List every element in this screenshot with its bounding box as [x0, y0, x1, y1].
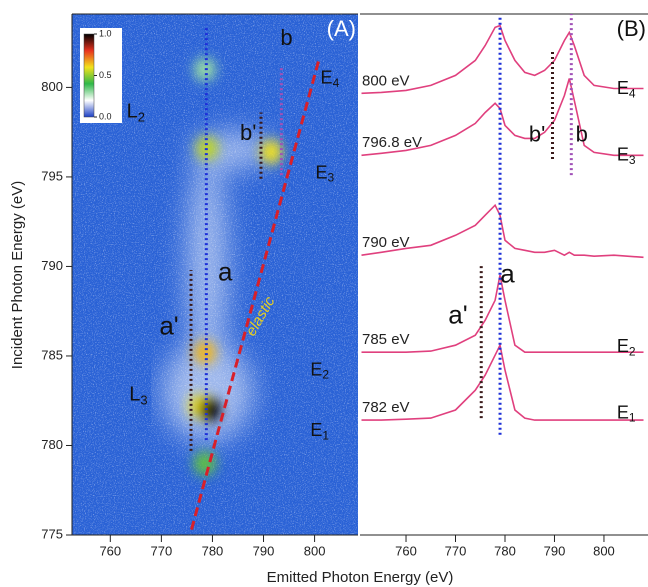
x-tick-label: 790 [253, 543, 275, 558]
annotation: b' [529, 122, 545, 147]
annotation: b [280, 25, 292, 50]
annotation: L2 [127, 101, 145, 125]
spectrum-line [361, 203, 644, 259]
annotation-subscript: 2 [138, 110, 145, 125]
annotation: b' [240, 120, 256, 145]
x-tick-label: 770 [445, 543, 467, 558]
colorbar [83, 33, 95, 118]
hotspot [198, 397, 221, 422]
annotation-text: a [500, 258, 515, 288]
colorbar-tick-label: 0.5 [99, 70, 112, 80]
y-tick-label: 775 [41, 526, 63, 541]
annotation-subscript: 3 [140, 393, 147, 408]
annotation-text: E [617, 78, 629, 98]
spectrum-line [361, 78, 644, 157]
annotation-text: b [280, 25, 292, 50]
annotation-subscript: 1 [629, 411, 636, 425]
annotation-subscript: 4 [333, 76, 340, 90]
annotation-text: E [310, 359, 322, 379]
annotation: E2 [617, 336, 636, 359]
annotation: a' [448, 299, 467, 329]
series-label: 790 eV [362, 234, 410, 251]
haze [187, 156, 228, 377]
x-tick-label: 760 [395, 543, 417, 558]
annotation: a' [159, 310, 178, 340]
annotation: E3 [617, 144, 636, 167]
hotspot [260, 139, 283, 164]
y-tick-label: 785 [41, 347, 63, 362]
annotation: E1 [617, 402, 636, 425]
annotation-text: a' [159, 310, 178, 340]
x-tick-label: 800 [593, 543, 615, 558]
annotation-text: E [310, 420, 322, 440]
series-label: 800 eV [362, 72, 410, 89]
annotation-text: b [576, 122, 588, 147]
spectrum-line [361, 24, 644, 95]
spectrum-line [361, 342, 644, 421]
y-tick-label: 780 [41, 437, 63, 452]
annotation: E1 [310, 420, 329, 443]
annotation: a [218, 256, 233, 286]
x-tick-label: 780 [494, 543, 516, 558]
annotation: L3 [129, 384, 147, 408]
annotation-text: b' [240, 120, 256, 145]
annotation: a [500, 258, 515, 288]
annotation: E3 [315, 162, 334, 185]
x-tick-label: 760 [99, 543, 121, 558]
hotspot [193, 340, 216, 365]
annotation: E4 [321, 67, 340, 90]
annotation-text: E [321, 67, 333, 87]
y-tick-label: 795 [41, 168, 63, 183]
colorbar-tick-label: 1.0 [99, 28, 112, 38]
annotation: E4 [617, 78, 636, 101]
annotation-subscript: 4 [629, 87, 636, 101]
annotation-text: E [617, 402, 629, 422]
annotation-subscript: 1 [322, 429, 329, 443]
haze [162, 341, 253, 442]
spectrum-line [361, 275, 644, 353]
hotspot [193, 57, 216, 82]
reference-line [190, 60, 321, 531]
annotation-text: E [617, 336, 629, 356]
annotation-subscript: 3 [327, 171, 334, 185]
series-label: 782 eV [362, 399, 410, 416]
x-tick-label: 800 [304, 543, 326, 558]
annotation: E2 [310, 359, 329, 382]
annotation-subscript: 2 [629, 345, 636, 359]
panel-label: (A) [327, 16, 356, 41]
annotation-text: E [617, 144, 629, 164]
annotation-subscript: 3 [629, 153, 636, 167]
series-label: 785 eV [362, 331, 410, 348]
x-tick-label: 780 [202, 543, 224, 558]
y-tick-label: 800 [41, 79, 63, 94]
colorbar-tick-label: 0.0 [99, 111, 112, 121]
annotation-text: E [315, 162, 327, 182]
annotation: b [576, 122, 588, 147]
y-tick-label: 790 [41, 258, 63, 273]
annotation-text: a' [448, 299, 467, 329]
heatmap-haze [162, 132, 273, 442]
x-axis-label: Emitted Photon Energy (eV) [267, 569, 454, 586]
series-label: 796.8 eV [362, 134, 422, 151]
annotation-text: L [127, 101, 138, 123]
annotation-subscript: 2 [322, 368, 329, 382]
x-tick-label: 770 [151, 543, 173, 558]
annotation-text: b' [529, 122, 545, 147]
panel-label: (B) [617, 16, 646, 41]
y-axis-label: Incident Photon Energy (eV) [9, 181, 26, 369]
annotation-text: a [218, 256, 233, 286]
x-tick-label: 790 [544, 543, 566, 558]
annotation-text: L [129, 384, 140, 406]
